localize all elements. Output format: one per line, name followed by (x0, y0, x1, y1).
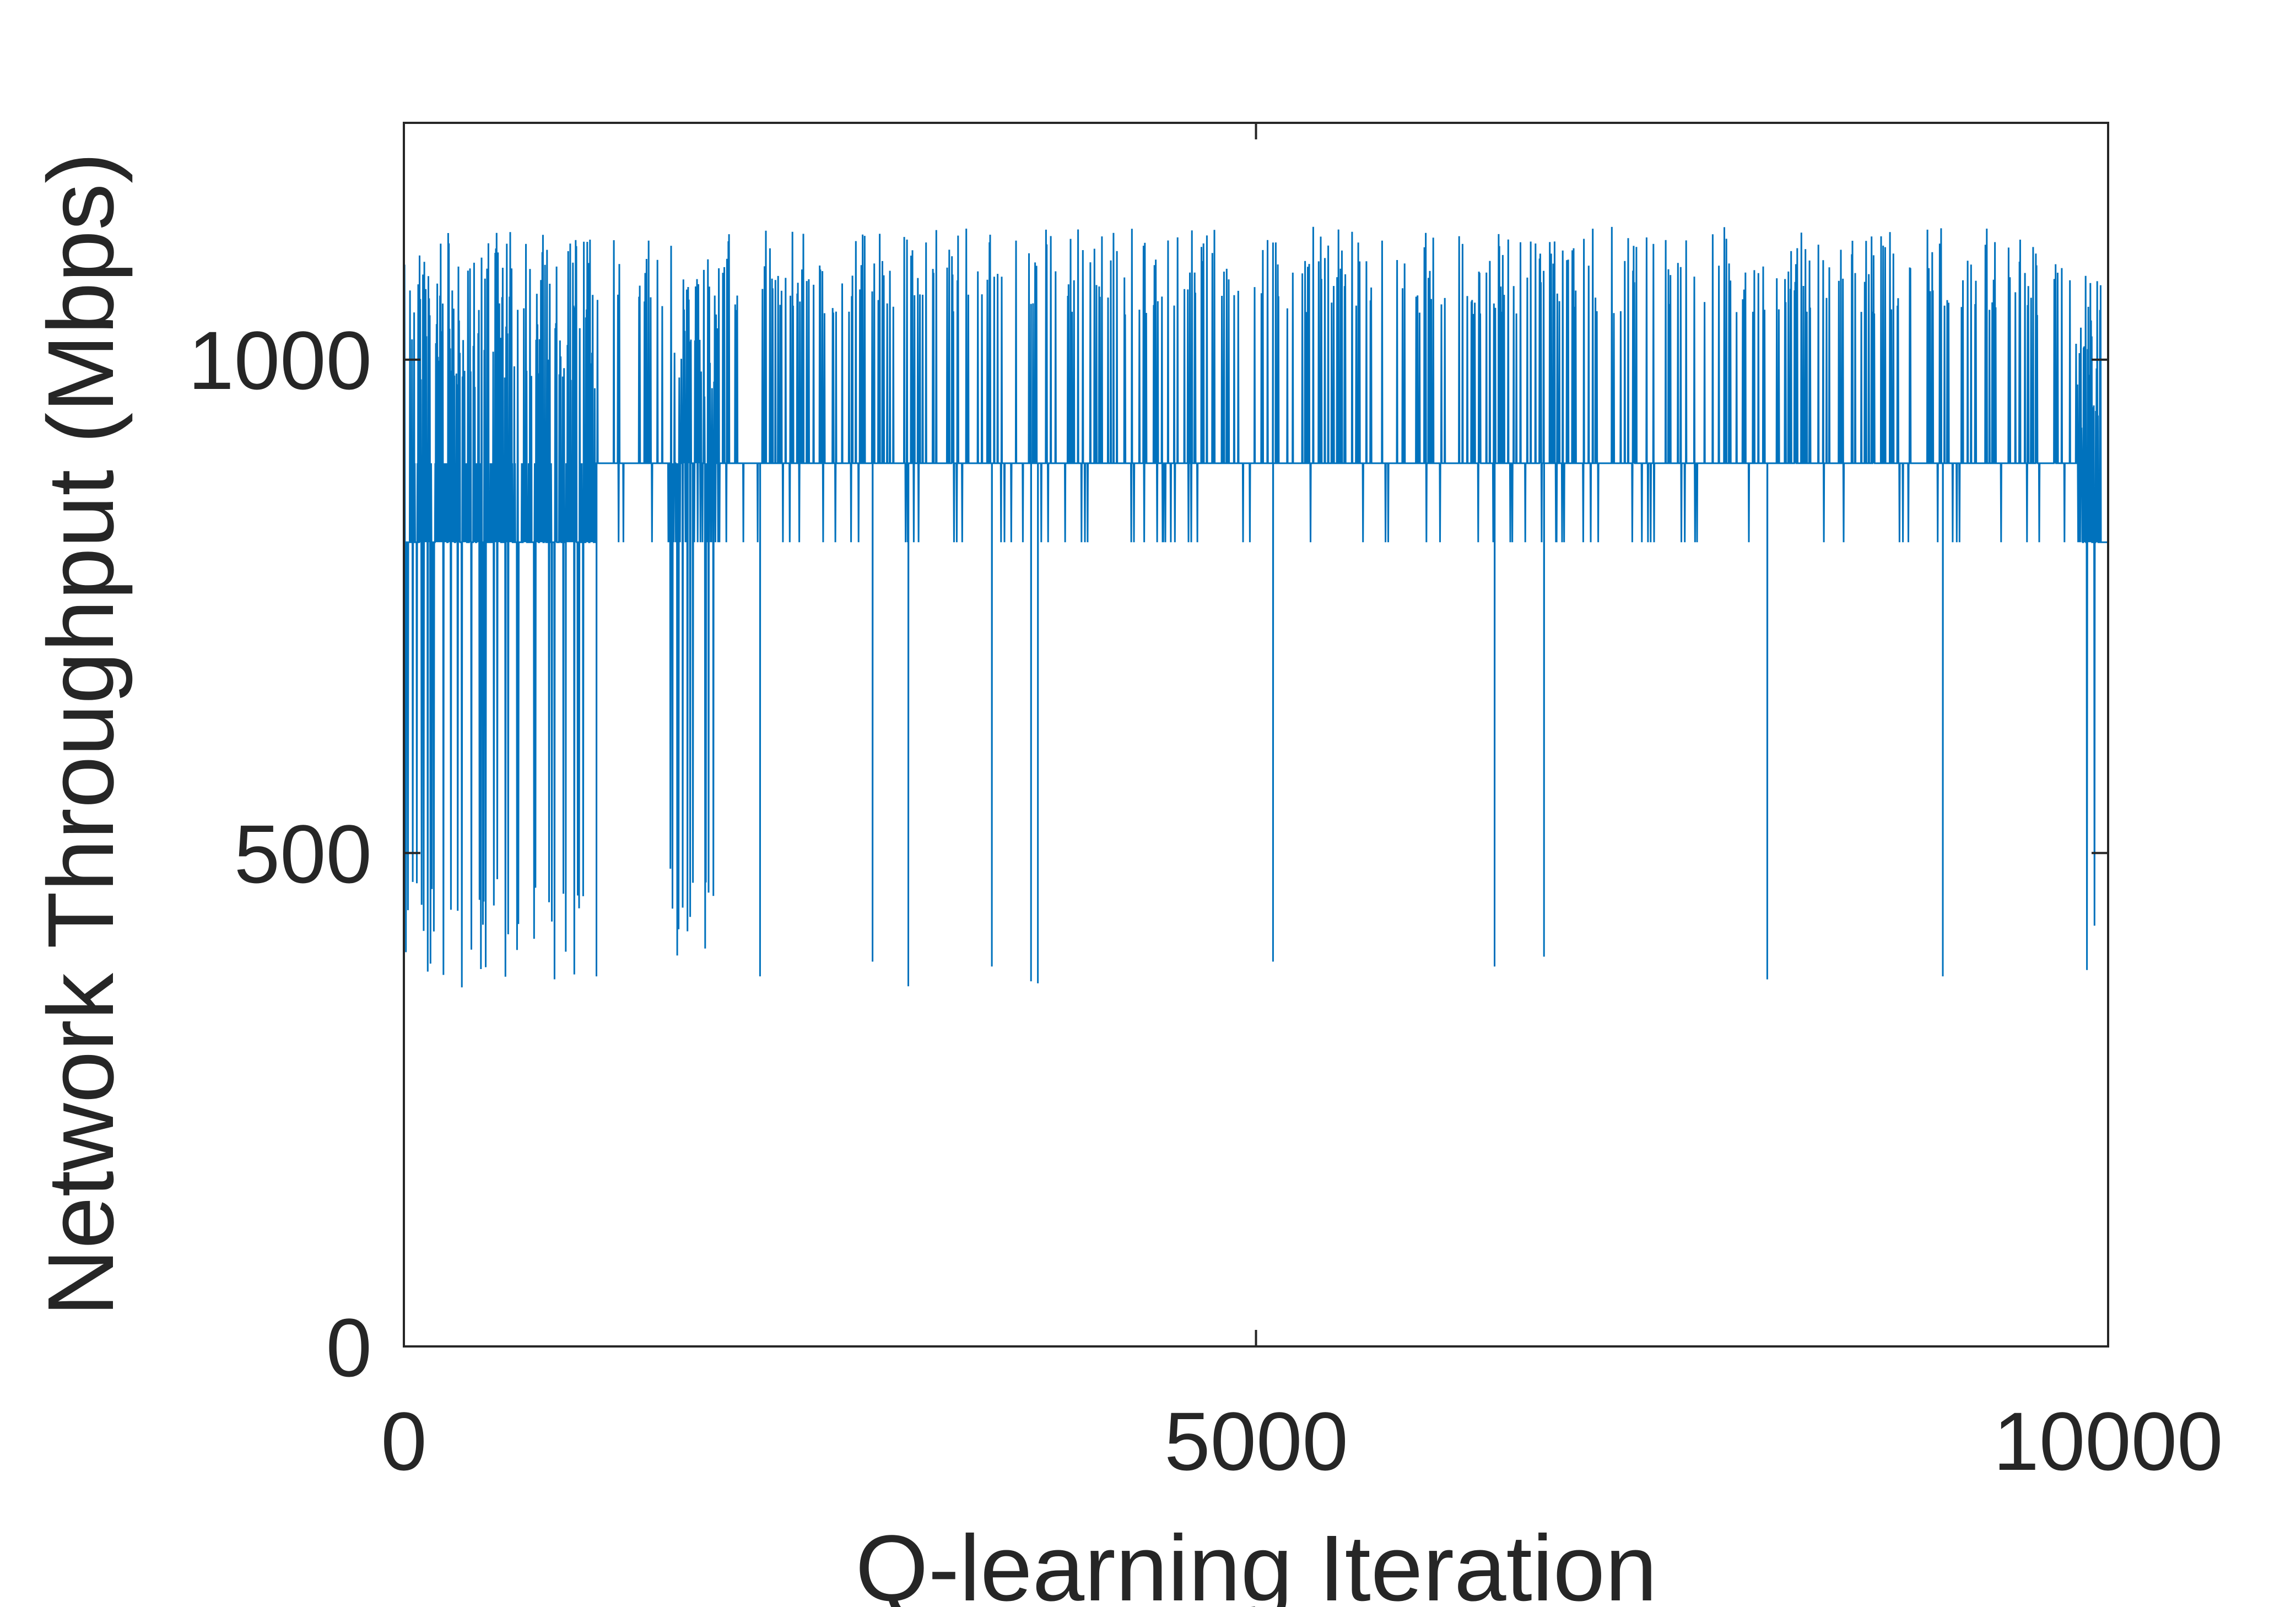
x-axis-label: Q-learning Iteration (855, 1516, 1657, 1607)
throughput-series-line (403, 226, 2109, 988)
x-tick-label: 5000 (1164, 1395, 1348, 1487)
y-tick-label: 1000 (188, 314, 372, 407)
series-layer (403, 226, 2109, 988)
y-axis-label: Network Throughput (Mbps) (29, 152, 133, 1316)
tick-layer (403, 123, 2109, 1348)
y-tick-label: 0 (326, 1301, 372, 1394)
x-tick-label: 0 (381, 1395, 426, 1487)
x-tick-label: 10000 (1993, 1395, 2223, 1487)
y-tick-label: 500 (234, 808, 372, 900)
